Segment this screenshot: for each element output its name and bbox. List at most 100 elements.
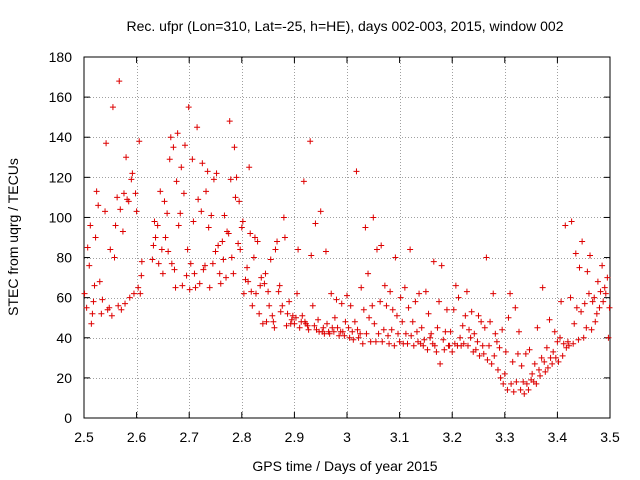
data-point (185, 104, 192, 111)
data-point (413, 328, 420, 335)
data-point (200, 266, 207, 273)
data-point (568, 218, 575, 225)
data-point (487, 318, 494, 325)
data-point (284, 310, 291, 317)
x-tick-label: 2.8 (232, 429, 252, 445)
data-point (468, 308, 475, 315)
data-point (344, 292, 350, 299)
data-point (244, 264, 251, 271)
data-point (392, 254, 399, 261)
data-points (81, 78, 613, 397)
data-point (354, 326, 361, 333)
data-point (409, 318, 416, 325)
data-point (505, 314, 512, 321)
data-point (159, 270, 166, 277)
data-point (510, 388, 517, 395)
data-point (583, 324, 590, 331)
data-point (462, 312, 469, 319)
data-point (237, 246, 244, 253)
data-point (226, 118, 233, 125)
x-axis-title: GPS time / Days of year 2015 (252, 458, 437, 474)
data-point (111, 254, 118, 261)
data-point (474, 338, 481, 345)
data-point (307, 138, 314, 145)
x-tick-label: 2.5 (74, 429, 94, 445)
data-point (387, 288, 394, 295)
data-point (549, 360, 556, 367)
x-tick-label: 3.3 (495, 429, 515, 445)
data-point (587, 252, 594, 259)
data-point (115, 302, 122, 309)
data-point (189, 156, 196, 163)
data-point (324, 320, 331, 327)
data-point (135, 284, 142, 291)
data-point (443, 306, 450, 313)
data-point (250, 254, 257, 261)
data-point (436, 298, 443, 305)
data-point (383, 302, 390, 309)
data-point (195, 196, 202, 203)
data-point (177, 210, 184, 217)
data-point (459, 322, 466, 329)
data-point (92, 234, 99, 241)
data-point (401, 284, 408, 291)
data-point (119, 228, 126, 235)
data-point (425, 310, 432, 317)
data-point (81, 290, 88, 297)
data-point (395, 330, 402, 337)
data-point (223, 274, 230, 281)
data-point (151, 218, 158, 225)
data-point (437, 360, 444, 367)
data-point (133, 208, 140, 215)
data-point (118, 306, 125, 313)
data-point (412, 298, 419, 305)
data-point (164, 210, 171, 217)
data-point (261, 280, 268, 287)
data-point (239, 218, 246, 225)
data-point (256, 310, 263, 317)
x-tick-label: 3.5 (600, 429, 620, 445)
data-point (162, 234, 169, 241)
data-point (338, 300, 345, 307)
data-point (251, 234, 258, 241)
x-tick-label: 3.4 (548, 429, 568, 445)
data-point (232, 194, 239, 201)
data-point (457, 334, 464, 341)
data-point (204, 168, 211, 175)
data-point (83, 304, 90, 311)
data-point (564, 338, 571, 345)
data-point (292, 314, 299, 321)
data-point (123, 154, 130, 161)
data-point (190, 218, 197, 225)
y-tick-label: 40 (56, 330, 72, 346)
data-point (109, 104, 116, 111)
data-point (209, 260, 216, 267)
y-tick-label: 160 (49, 89, 73, 105)
data-point (329, 324, 336, 331)
data-point (99, 296, 106, 303)
data-point (385, 332, 392, 339)
data-point (184, 246, 191, 253)
data-point (308, 252, 315, 259)
data-point (257, 282, 264, 289)
data-point (168, 260, 175, 267)
data-point (320, 324, 327, 331)
data-point (372, 338, 379, 345)
data-point (172, 284, 179, 291)
data-point (296, 324, 303, 331)
data-point (449, 348, 456, 355)
data-point (233, 174, 240, 181)
data-point (516, 328, 523, 335)
data-point (490, 290, 497, 297)
data-point (247, 230, 254, 237)
data-point (161, 198, 168, 205)
data-point (117, 206, 124, 213)
data-point (573, 304, 580, 311)
data-point (304, 322, 311, 329)
data-point (455, 294, 462, 301)
data-point (559, 352, 566, 359)
data-point (478, 318, 485, 325)
data-point (481, 324, 488, 331)
data-point (421, 336, 428, 343)
